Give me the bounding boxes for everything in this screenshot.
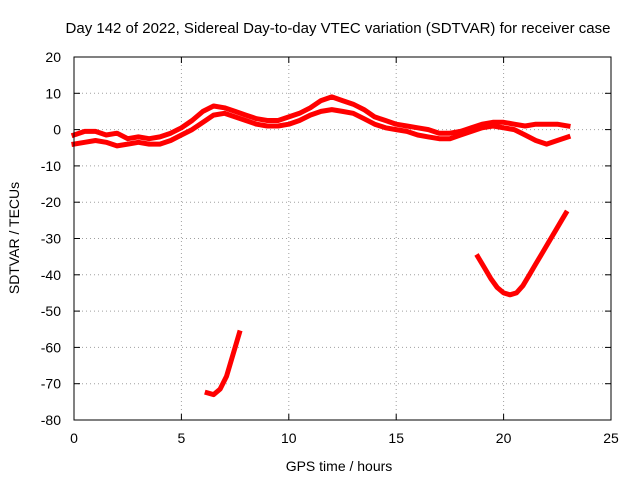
x-tick-label: 20 bbox=[496, 430, 512, 446]
y-tick-label: -70 bbox=[41, 376, 61, 392]
x-tick-label: 25 bbox=[603, 430, 619, 446]
y-tick-label: -20 bbox=[41, 194, 61, 210]
series-line-main-band-lower-edge bbox=[71, 107, 572, 149]
x-tick-label: 0 bbox=[70, 430, 78, 446]
series-line-segment-19-23-h bbox=[474, 209, 570, 298]
grid bbox=[74, 57, 611, 420]
y-tick-label: -40 bbox=[41, 267, 61, 283]
x-tick-label: 5 bbox=[178, 430, 186, 446]
x-tick-label: 10 bbox=[281, 430, 297, 446]
x-axis-label: GPS time / hours bbox=[286, 458, 393, 474]
tick-labels: 0 5 10 15 20 25 20 10 0 -10 -20 -30 -40 -50 -60 -70 -80 bbox=[41, 49, 619, 446]
chart-title: Day 142 of 2022, Sidereal Day-to-day VTE… bbox=[66, 20, 611, 37]
y-tick-label: -60 bbox=[41, 339, 61, 355]
y-tick-label: 0 bbox=[53, 122, 61, 138]
y-tick-label: 10 bbox=[45, 85, 61, 101]
y-tick-label: -50 bbox=[41, 303, 61, 319]
y-axis-label: SDTVAR / TECUs bbox=[6, 182, 22, 294]
y-tick-label: 20 bbox=[45, 49, 61, 65]
y-tick-label: -10 bbox=[41, 158, 61, 174]
y-tick-label: -30 bbox=[41, 231, 61, 247]
series-line-main-band-upper-edge bbox=[70, 94, 571, 142]
x-tick-label: 15 bbox=[388, 430, 404, 446]
series-layer bbox=[70, 94, 572, 398]
ticks bbox=[73, 56, 612, 421]
series-line-segment-6-8-h bbox=[204, 329, 243, 398]
y-tick-label: -80 bbox=[41, 412, 61, 428]
